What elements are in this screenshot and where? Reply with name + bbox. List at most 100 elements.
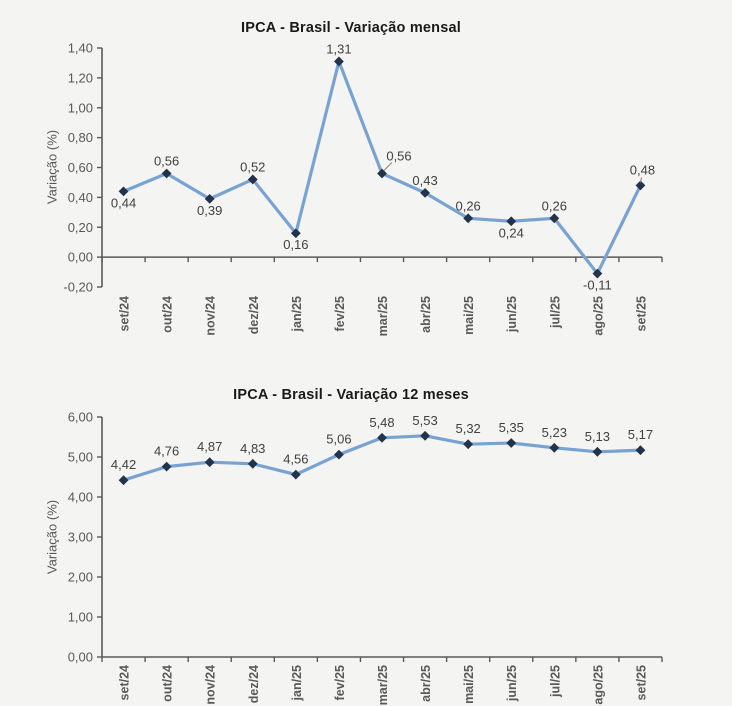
data-point-marker [334, 449, 344, 460]
y-tick-label: 1,20 [68, 70, 93, 85]
x-category-label: fev/25 [333, 665, 347, 700]
data-point-label: 0,48 [630, 162, 655, 177]
x-category-label: dez/24 [247, 665, 261, 703]
data-point-marker [506, 438, 517, 448]
x-category-labels: set/24 out/24 nov/24 dez/24 jan/25 fev/25 mar/… [118, 665, 649, 705]
x-category-label: jun/25 [505, 665, 519, 702]
data-point-label: 0,52 [240, 159, 265, 174]
x-category-label: jul/25 [548, 296, 562, 329]
data-labels: 4,42 4,76 4,87 4,83 4,56 5,06 5,48 5,53 5,32 5,35… [111, 413, 653, 472]
chart-title-12-months: IPCA - Brasil - Variação 12 meses [233, 387, 469, 403]
y-tick-label: 1,00 [68, 100, 93, 115]
x-category-label: abr/25 [419, 665, 433, 702]
x-category-label: out/24 [161, 665, 175, 702]
data-point-label: 5,32 [455, 421, 480, 436]
x-category-label: set/24 [118, 296, 132, 331]
y-tick-label: 0,80 [68, 130, 93, 145]
x-category-label: jul/25 [548, 665, 562, 698]
y-tick-label: 1,40 [68, 41, 93, 56]
y-tick-label: 6,00 [68, 410, 93, 425]
y-tick-label: 4,00 [68, 490, 93, 505]
data-point-label: 4,42 [111, 457, 136, 472]
data-point-label: 1,31 [326, 41, 351, 56]
x-category-label: abr/25 [419, 296, 433, 333]
data-point-marker [204, 457, 215, 468]
data-point-label: 5,35 [499, 420, 524, 435]
y-tick-label: 0,20 [68, 220, 93, 235]
x-category-label: set/24 [118, 665, 132, 700]
chart-12-month-variation: IPCA - Brasil - Variação 12 meses Variaç… [0, 360, 732, 706]
data-point-marker [549, 442, 560, 453]
x-category-label: jun/25 [505, 296, 519, 333]
y-tick-label: 0,00 [68, 650, 93, 665]
data-point-markers [118, 430, 646, 486]
data-point-label: 5,13 [585, 429, 610, 444]
data-point-markers [118, 56, 646, 279]
data-point-label: 0,39 [197, 203, 222, 218]
data-point-label: 0,26 [455, 198, 480, 213]
data-point-marker [290, 469, 301, 480]
data-point-marker [377, 432, 387, 443]
data-point-marker [420, 430, 430, 441]
data-point-marker [463, 213, 474, 224]
data-point-label: 0,16 [283, 237, 308, 252]
x-category-label: jan/25 [290, 665, 304, 701]
data-point-label: 0,56 [154, 153, 179, 168]
data-point-marker [247, 174, 258, 185]
data-point-label: 5,17 [628, 427, 653, 442]
x-axis-ticks [101, 257, 663, 263]
data-point-label: 5,06 [326, 432, 351, 447]
chart-title-monthly: IPCA - Brasil - Variação mensal [240, 20, 462, 36]
y-tick-label: 5,00 [68, 450, 93, 465]
data-point-label: -0,11 [583, 278, 612, 293]
data-point-label: 4,76 [154, 444, 179, 459]
data-point-marker [463, 439, 474, 450]
data-point-marker [118, 186, 129, 197]
data-point-label: 5,53 [412, 413, 437, 428]
x-category-label: set/25 [634, 296, 648, 331]
data-point-marker [592, 446, 603, 457]
data-point-label: 0,44 [111, 195, 136, 210]
x-category-labels: set/24 out/24 nov/24 dez/24 jan/25 fev/25 mar/… [118, 296, 649, 336]
y-tick-labels: -0,20 0,00 0,20 0,40 0,60 0,80 1,00 1,20 1,40 [63, 41, 102, 295]
x-category-label: mar/25 [376, 296, 390, 336]
x-category-label: fev/25 [333, 296, 347, 331]
x-category-label: set/25 [634, 665, 648, 700]
data-point-label: 4,83 [240, 441, 265, 456]
data-point-marker [334, 56, 344, 67]
axes [101, 417, 662, 658]
x-category-label: ago/25 [591, 296, 605, 336]
y-tick-label: -0,20 [63, 280, 93, 295]
data-point-label: 4,56 [283, 452, 308, 467]
data-point-marker [204, 193, 215, 204]
data-point-marker [506, 216, 517, 227]
line-chart-12-months: 0,00 1,00 2,00 3,00 4,00 5,00 6,00 set/24 out/24… [68, 410, 663, 705]
data-point-label: 5,23 [542, 425, 567, 440]
data-point-label: 0,26 [542, 198, 567, 213]
y-tick-label: 0,00 [68, 250, 93, 265]
data-point-marker [161, 168, 172, 179]
chart-monthly-variation: IPCA - Brasil - Variação mensal Variação… [45, 20, 663, 336]
x-category-label: mar/25 [376, 665, 390, 705]
data-point-marker [118, 475, 129, 486]
line-chart-monthly: -0,20 0,00 0,20 0,40 0,60 0,80 1,00 1,20 1,40 set… [63, 41, 663, 336]
data-point-marker [635, 445, 646, 456]
x-category-label: nov/24 [204, 665, 218, 705]
y-tick-labels: 0,00 1,00 2,00 3,00 4,00 5,00 6,00 [68, 410, 102, 665]
data-point-label: 0,56 [386, 148, 411, 163]
x-category-label: mai/25 [462, 665, 476, 704]
data-point-label: 5,48 [369, 415, 394, 430]
data-point-marker [247, 458, 258, 469]
data-point-marker [592, 268, 603, 279]
data-point-marker [549, 213, 560, 224]
y-tick-label: 1,00 [68, 610, 93, 625]
data-point-marker [290, 228, 301, 239]
data-labels: 0,440,560,390,520,161,310,560,430,260,24… [111, 41, 655, 292]
y-tick-label: 3,00 [68, 530, 93, 545]
x-axis-ticks [101, 657, 663, 662]
data-point-label: 0,43 [412, 173, 437, 188]
series-line [121, 59, 643, 276]
x-category-label: ago/25 [591, 665, 605, 705]
x-category-label: out/24 [161, 296, 175, 333]
